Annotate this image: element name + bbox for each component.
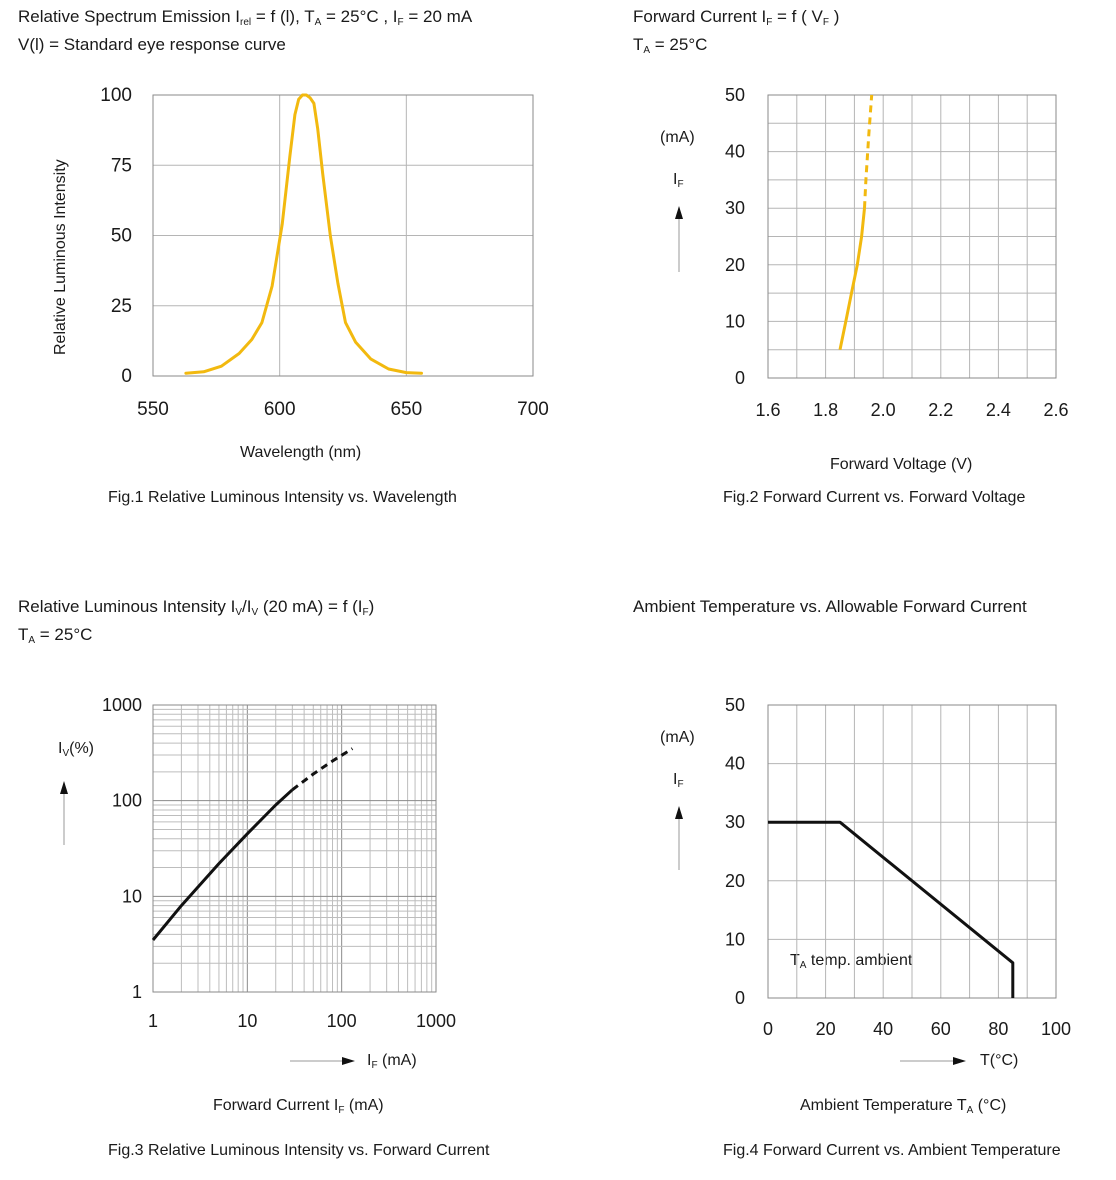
- fig2-y-tick-label: 0: [735, 368, 745, 388]
- fig4-x-arrow: [900, 1057, 966, 1065]
- fig4-y-tick-label: 0: [735, 988, 745, 1008]
- fig1-series-line: [184, 93, 423, 375]
- fig4-y-arrow: [675, 806, 683, 870]
- fig3-x-tick-label: 100: [327, 1011, 357, 1031]
- fig3-series-line-dashed: [291, 747, 354, 791]
- fig2-grid: [767, 94, 1057, 379]
- fig4-y-tick-label: 50: [725, 695, 745, 715]
- fig1-x-tick-label: 550: [137, 399, 169, 420]
- fig2-y-tick-label: 50: [725, 85, 745, 105]
- fig4-x-tick-label: 20: [816, 1019, 836, 1039]
- fig4-ylabel: IF: [673, 771, 684, 790]
- fig2-series-line-dashed: [863, 94, 874, 209]
- fig2-x-tick-label: 1.6: [755, 400, 780, 420]
- fig3-x-arrow: [290, 1057, 355, 1065]
- fig3-header-line1: Relative Luminous Intensity IV/IV (20 mA…: [18, 597, 375, 618]
- fig2-x-tick-label: 2.2: [928, 400, 953, 420]
- fig2-x-tick-label: 2.0: [871, 400, 896, 420]
- fig2-series-line: [838, 208, 866, 351]
- fig4-xlabel: Ambient Temperature TA (°C): [800, 1097, 1007, 1116]
- fig2-x-tick-label: 2.6: [1043, 400, 1068, 420]
- fig3-y-tick-label: 10: [122, 886, 142, 906]
- fig1-xlabel: Wavelength (nm): [240, 444, 362, 461]
- fig3-chart: 1 10 100 1000 1 10 100 1000: [102, 695, 456, 1031]
- fig2-y-tick-label: 40: [725, 142, 745, 162]
- fig1-x-tick-label: 650: [390, 399, 422, 420]
- fig3-y-arrow: [60, 781, 68, 845]
- fig2-y-tick-label: 20: [725, 255, 745, 275]
- fig4-chart: 0 20 40 60 80 100 0 10 20 30 40 50: [725, 695, 1071, 1039]
- fig4-x-tick-label: 0: [763, 1019, 773, 1039]
- fig1-x-tick-label: 700: [517, 399, 549, 420]
- fig4-plot-frame: [767, 704, 1057, 999]
- fig1-grid: [152, 94, 534, 377]
- fig2-plot-frame: [767, 94, 1057, 379]
- fig2-header-line2: TA = 25°C: [633, 35, 708, 56]
- fig1-header-line2: V(l) = Standard eye response curve: [18, 35, 286, 54]
- fig2-ylabel-unit: (mA): [660, 129, 695, 146]
- fig1-x-tick-label: 600: [264, 399, 296, 420]
- fig2-y-tick-label: 30: [725, 198, 745, 218]
- fig2-ylabel: IF: [673, 171, 684, 190]
- fig2-y-arrow: [675, 206, 683, 272]
- fig3-caption: Fig.3 Relative Luminous Intensity vs. Fo…: [108, 1142, 490, 1159]
- fig3-series-line: [151, 788, 294, 941]
- fig4-y-tick-label: 20: [725, 871, 745, 891]
- fig4-y-tick-label: 30: [725, 812, 745, 832]
- fig4-x-tick-label: 80: [988, 1019, 1008, 1039]
- fig3-x-tick-label: 10: [237, 1011, 257, 1031]
- fig1-chart: 550 600 650 700 0 25 50 75 100: [100, 85, 549, 420]
- fig3-ylabel: IV(%): [58, 740, 95, 759]
- fig1-y-tick-label: 0: [121, 366, 132, 387]
- fig4-x-tick-label: 100: [1041, 1019, 1071, 1039]
- fig3-header-line2: TA = 25°C: [18, 625, 93, 646]
- fig2-header-line1: Forward Current IF = f ( VF ): [633, 7, 840, 28]
- fig4-x-tick-label: 60: [931, 1019, 951, 1039]
- fig1-y-tick-label: 100: [100, 85, 132, 106]
- fig3-y-tick-label: 100: [112, 791, 142, 811]
- fig3-y-tick-label: 1: [132, 982, 142, 1002]
- fig4-annotation: TA temp. ambient: [790, 952, 913, 971]
- fig1-y-tick-label: 75: [111, 155, 132, 176]
- fig1-caption: Fig.1 Relative Luminous Intensity vs. Wa…: [108, 489, 457, 506]
- fig3-grid: [152, 705, 436, 993]
- fig4-series-line: [768, 820, 1015, 998]
- fig2-chart: 1.6 1.8 2.0 2.2 2.4 2.6 0 10 20 30 40 50: [725, 85, 1069, 420]
- fig2-y-tick-label: 10: [725, 311, 745, 331]
- fig4-x-tick-label: 40: [873, 1019, 893, 1039]
- fig3-plot-frame: [152, 704, 437, 993]
- fig1-y-tick-label: 50: [111, 226, 132, 247]
- fig3-y-tick-label: 1000: [102, 695, 142, 715]
- fig1-plot-frame: [152, 94, 534, 377]
- fig2-xlabel: Forward Voltage (V): [830, 456, 973, 473]
- fig1-header-line1: Relative Spectrum Emission Irel = f (l),…: [18, 7, 473, 28]
- fig3-xlabel: Forward Current IF (mA): [213, 1097, 384, 1116]
- fig3-x-tick-label: 1000: [416, 1011, 456, 1031]
- fig4-y-tick-label: 40: [725, 754, 745, 774]
- fig4-arrow-label: T(°C): [980, 1052, 1019, 1069]
- fig2-x-tick-label: 2.4: [986, 400, 1011, 420]
- fig3-arrow-label: IF (mA): [367, 1052, 417, 1071]
- fig4-ylabel-unit: (mA): [660, 729, 695, 746]
- fig1-y-tick-label: 25: [111, 296, 132, 317]
- fig4-header-line1: Ambient Temperature vs. Allowable Forwar…: [633, 597, 1027, 616]
- fig4-caption: Fig.4 Forward Current vs. Ambient Temper…: [723, 1142, 1061, 1159]
- fig3-x-tick-label: 1: [148, 1011, 158, 1031]
- fig4-y-tick-label: 10: [725, 929, 745, 949]
- fig4-grid: [767, 704, 1057, 999]
- fig2-x-tick-label: 1.8: [813, 400, 838, 420]
- fig2-caption: Fig.2 Forward Current vs. Forward Voltag…: [723, 489, 1026, 506]
